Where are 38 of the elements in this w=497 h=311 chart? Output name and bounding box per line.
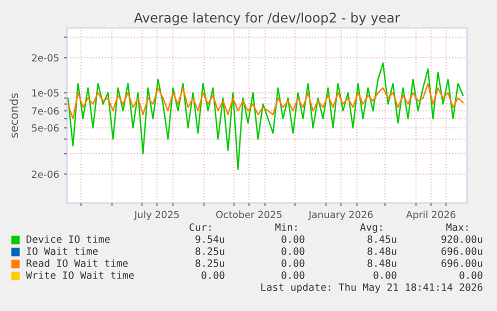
legend-label: Write IO Wait time xyxy=(26,271,134,279)
text: 920.00u xyxy=(441,235,482,243)
x-tick-label: October 2025 xyxy=(216,210,282,218)
text: 696.00u xyxy=(442,247,482,255)
line-series xyxy=(67,62,464,170)
text: 8.25u xyxy=(196,259,224,267)
y-tick-label: 7e-06 xyxy=(32,107,59,115)
text: Avg: xyxy=(360,223,382,233)
x-tick-label: April 2026 xyxy=(406,210,456,220)
legend-label: IO Wait time xyxy=(26,247,98,255)
text: 0.00 xyxy=(282,235,304,243)
x-tick-label: January 2026 xyxy=(308,210,373,220)
text: Max: xyxy=(446,223,468,231)
text: 0.00 xyxy=(282,247,304,255)
y-tick-label: 2e-06 xyxy=(32,170,59,178)
legend-label: Device IO time xyxy=(26,235,110,243)
chart-title: Average latency for /dev/loop2 - by year xyxy=(134,12,400,26)
text: 8.48u xyxy=(368,247,396,255)
y-tick-label: 5e-06 xyxy=(32,124,59,132)
text: 8.25u xyxy=(196,247,224,255)
text: 0.00 xyxy=(202,271,224,279)
text: 0.00 xyxy=(282,271,304,279)
text: 8.48u xyxy=(368,259,396,267)
y-tick-label: 2e-05 xyxy=(32,54,59,62)
x-tick-label: July 2025 xyxy=(134,210,179,220)
text: 8.45u xyxy=(368,235,396,243)
text: 0.00 xyxy=(282,259,304,267)
y-axis-title: seconds xyxy=(9,93,18,138)
text: Last update: Thu May 21 18:41:14 2026 xyxy=(261,283,482,293)
text: 9.54u xyxy=(196,235,224,243)
text: 0.00 xyxy=(374,271,396,279)
y-tick-label: 1e-05 xyxy=(32,89,59,97)
text: 696.00u xyxy=(442,259,482,267)
text: 0.00 xyxy=(460,271,482,279)
text: Cur: xyxy=(190,223,211,231)
line-series xyxy=(67,82,464,120)
text: Min: xyxy=(275,223,297,231)
legend-label: Read IO Wait time xyxy=(26,259,128,267)
